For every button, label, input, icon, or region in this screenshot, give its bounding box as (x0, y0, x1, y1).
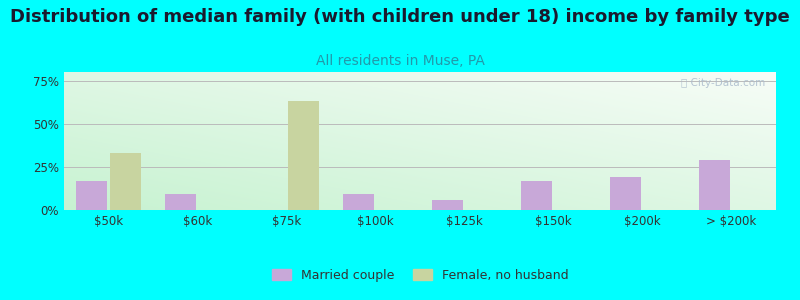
Text: Distribution of median family (with children under 18) income by family type: Distribution of median family (with chil… (10, 8, 790, 26)
Bar (288, 101, 319, 210)
Bar (165, 194, 196, 210)
Bar (110, 153, 142, 210)
Legend: Married couple, Female, no husband: Married couple, Female, no husband (267, 263, 573, 286)
Bar (342, 194, 374, 210)
Bar (610, 177, 641, 210)
Bar (521, 181, 552, 210)
Text: All residents in Muse, PA: All residents in Muse, PA (315, 54, 485, 68)
Bar (698, 160, 730, 210)
Text: ⓘ City-Data.com: ⓘ City-Data.com (681, 77, 766, 88)
Bar (431, 200, 462, 210)
Bar (75, 181, 106, 210)
